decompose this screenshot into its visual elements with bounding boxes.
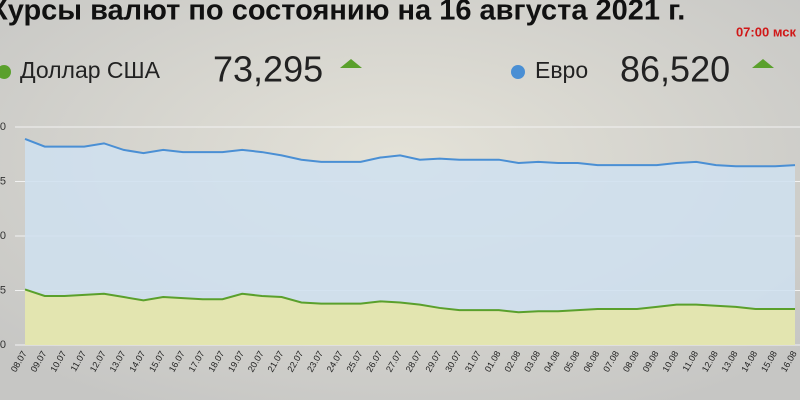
y-tick-label: 85	[0, 175, 6, 187]
y-tick-label: 90	[0, 121, 6, 133]
line	[24, 288, 795, 314]
area	[25, 138, 795, 345]
legend-label: Евро	[535, 57, 588, 83]
y-tick-label: 80	[0, 230, 6, 242]
up-arrow	[340, 59, 362, 68]
area	[25, 289, 795, 345]
y-tick-label: 70	[0, 339, 6, 351]
chart-title: Курсы валют по состоянию на 16 августа 2…	[0, 0, 685, 27]
legend-dot	[511, 65, 525, 79]
latest-rate: 86,520	[620, 49, 730, 90]
legend-dot	[0, 65, 11, 79]
latest-rate: 73,295	[213, 49, 323, 90]
y-tick-label: 75	[0, 284, 6, 296]
legend-label: Доллар США	[20, 57, 161, 83]
line	[24, 138, 796, 168]
up-arrow	[752, 59, 774, 68]
time-note: 07:00 мск	[736, 24, 797, 39]
